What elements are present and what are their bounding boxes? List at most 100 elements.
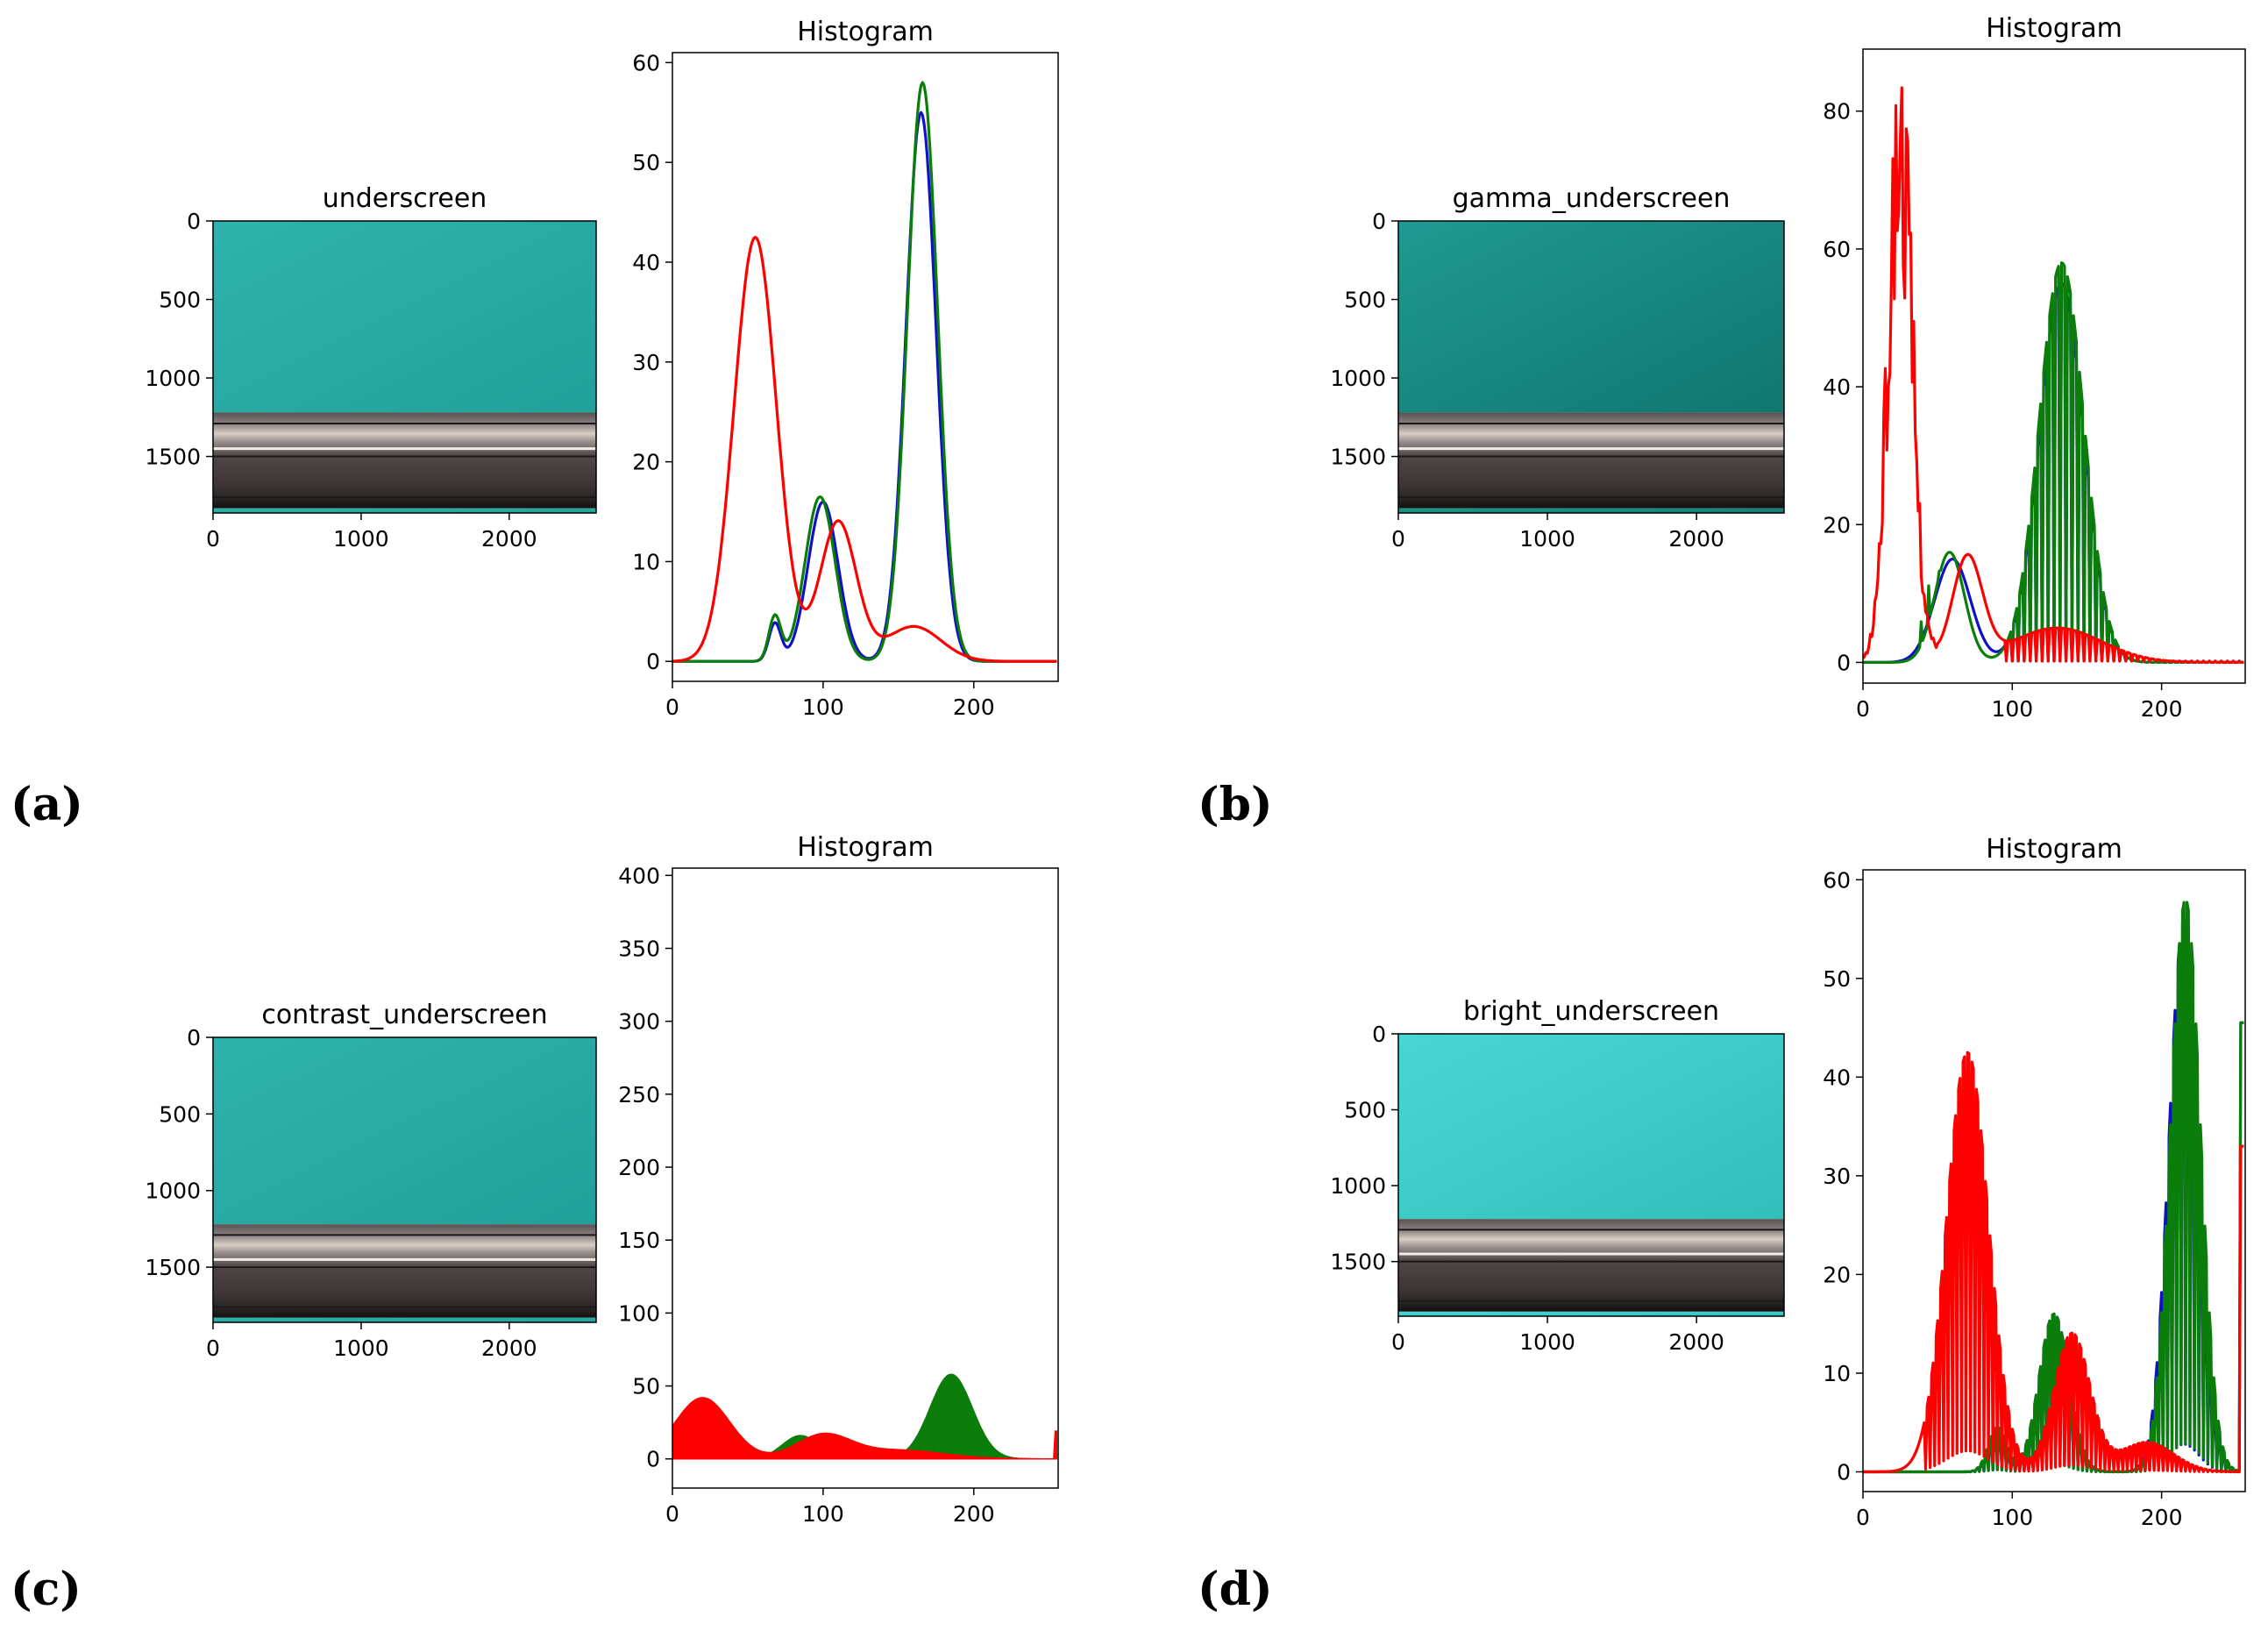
image-y-tick-label: 1000 bbox=[1330, 366, 1386, 391]
histogram-y-tick-label: 20 bbox=[1823, 512, 1851, 538]
histogram-y-tick-label: 250 bbox=[618, 1082, 660, 1108]
image-y-tick-label: 500 bbox=[159, 1101, 201, 1127]
histogram-y-tick-label: 20 bbox=[1823, 1262, 1851, 1287]
image-subplot-3: contrast_underscreen 0 1000 2000 0 500 1000 150… bbox=[145, 1000, 597, 1361]
image-axes-frame bbox=[212, 220, 597, 514]
histogram-y-tick-label: 40 bbox=[632, 250, 660, 275]
histogram-y-tick-label: 60 bbox=[632, 50, 660, 75]
histogram-plot-area bbox=[672, 1373, 1058, 1460]
image-x-tick-label: 2000 bbox=[481, 526, 537, 552]
histogram-axes-frame bbox=[672, 867, 1059, 1489]
image-y-tick-label: 1000 bbox=[145, 1179, 201, 1204]
histogram-plot-area bbox=[1863, 901, 2244, 1474]
histogram-axes-frame bbox=[1862, 869, 2246, 1492]
histogram-y-tick-label: 0 bbox=[646, 1447, 660, 1472]
histogram-y-tick-label: 20 bbox=[632, 450, 660, 475]
photo-cyan-region bbox=[1398, 1034, 1784, 1220]
photo-metal-strip bbox=[213, 412, 596, 509]
image-y-tick-label: 1500 bbox=[145, 1255, 201, 1280]
histogram-y-tick-label: 30 bbox=[632, 350, 660, 375]
image-title: bright_underscreen bbox=[1463, 996, 1719, 1027]
histogram-line-red bbox=[1863, 86, 2244, 664]
image-y-tick-label: 0 bbox=[187, 209, 201, 234]
histogram-chart-4: Histogram 0 100 200 0 10 20 30 40 50 60 bbox=[1823, 834, 2246, 1530]
histogram-y-tick-label: 300 bbox=[618, 1009, 660, 1035]
histogram-area-red bbox=[672, 1397, 1058, 1460]
histogram-y-tick-label: 40 bbox=[1823, 374, 1851, 400]
histogram-line-red bbox=[1863, 1051, 2244, 1474]
image-y-tick-label: 0 bbox=[1372, 1022, 1386, 1047]
image-title: underscreen bbox=[323, 183, 487, 214]
photo-cyan-region bbox=[1398, 221, 1784, 413]
photo-bottom-band bbox=[213, 508, 596, 513]
image-axes-frame bbox=[1397, 1033, 1785, 1317]
histogram-x-tick-label: 0 bbox=[665, 1501, 679, 1527]
image-x-tick-label: 0 bbox=[1391, 526, 1405, 552]
histogram-y-tick-label: 60 bbox=[1823, 867, 1851, 893]
histogram-y-tick-label: 50 bbox=[1823, 966, 1851, 992]
histogram-y-tick-label: 50 bbox=[632, 150, 660, 175]
histogram-chart-1: Histogram 0 100 200 0 10 20 30 40 50 60 bbox=[632, 17, 1059, 720]
image-y-tick-label: 500 bbox=[1344, 1098, 1386, 1123]
image-subplot-2: gamma_underscreen 0 1000 2000 0 500 1000 1500 bbox=[1330, 183, 1785, 552]
photo-metal-strip bbox=[1398, 1219, 1784, 1312]
image-x-tick-label: 2000 bbox=[1668, 1329, 1724, 1355]
histogram-x-tick-label: 0 bbox=[1856, 1505, 1870, 1530]
image-y-tick-label: 1500 bbox=[145, 445, 201, 470]
histogram-y-tick-label: 0 bbox=[1837, 650, 1851, 675]
histogram-plot-area bbox=[672, 81, 1057, 663]
histogram-line-green bbox=[672, 81, 1057, 663]
histogram-y-tick-label: 80 bbox=[1823, 99, 1851, 125]
image-y-tick-label: 1000 bbox=[145, 366, 201, 391]
image-title: contrast_underscreen bbox=[261, 1000, 547, 1030]
histogram-y-tick-label: 0 bbox=[646, 649, 660, 674]
histogram-x-tick-label: 100 bbox=[1991, 696, 2033, 722]
histogram-x-tick-label: 200 bbox=[2141, 1505, 2183, 1530]
photo-cyan-region bbox=[213, 221, 596, 413]
histogram-x-tick-label: 200 bbox=[953, 1501, 995, 1527]
panel-label: (d) bbox=[1198, 1563, 1273, 1616]
image-subplot-4: bright_underscreen 0 1000 2000 0 500 1000 1500 bbox=[1330, 996, 1785, 1355]
histogram-y-tick-label: 50 bbox=[632, 1374, 660, 1400]
histogram-y-tick-label: 40 bbox=[1823, 1065, 1851, 1090]
histogram-y-tick-label: 100 bbox=[618, 1300, 660, 1326]
histogram-x-tick-label: 100 bbox=[802, 1501, 844, 1527]
image-axes-frame bbox=[212, 1036, 597, 1323]
photo-bottom-band bbox=[1398, 508, 1784, 513]
histogram-line-red bbox=[672, 235, 1057, 663]
histogram-y-tick-label: 0 bbox=[1837, 1459, 1851, 1485]
histogram-y-tick-label: 350 bbox=[618, 936, 660, 961]
image-x-tick-label: 0 bbox=[206, 526, 220, 552]
image-x-tick-label: 1000 bbox=[333, 1335, 389, 1361]
histogram-line-green bbox=[1863, 261, 2244, 664]
histogram-line-green bbox=[1863, 901, 2244, 1474]
histogram-plot-area bbox=[1863, 86, 2244, 664]
image-x-tick-label: 2000 bbox=[481, 1335, 537, 1361]
image-x-tick-label: 1000 bbox=[1519, 526, 1575, 552]
histogram-y-tick-label: 30 bbox=[1823, 1164, 1851, 1189]
image-y-tick-label: 0 bbox=[1372, 209, 1386, 234]
histogram-x-tick-label: 200 bbox=[2141, 696, 2183, 722]
histogram-x-tick-label: 100 bbox=[1991, 1505, 2033, 1530]
photo-metal-strip bbox=[213, 1224, 596, 1318]
histogram-x-tick-label: 0 bbox=[1856, 696, 1870, 722]
histogram-axes-frame bbox=[1862, 48, 2246, 684]
image-subplot-1: underscreen 0 1000 2000 0 500 1000 1500 bbox=[145, 183, 597, 552]
histogram-x-tick-label: 200 bbox=[953, 694, 995, 720]
histogram-y-tick-label: 10 bbox=[1823, 1361, 1851, 1386]
image-x-tick-label: 1000 bbox=[333, 526, 389, 552]
photo-bottom-band bbox=[213, 1317, 596, 1322]
histogram-y-tick-label: 60 bbox=[1823, 237, 1851, 262]
image-x-tick-label: 2000 bbox=[1668, 526, 1724, 552]
image-axes-frame bbox=[1397, 220, 1785, 514]
image-x-tick-label: 0 bbox=[1391, 1329, 1405, 1355]
histogram-line-blue bbox=[672, 110, 1057, 663]
histogram-y-tick-label: 150 bbox=[618, 1228, 660, 1253]
photo-bottom-band bbox=[1398, 1311, 1784, 1316]
histogram-chart-2: Histogram 0 100 200 0 20 40 60 80 bbox=[1823, 13, 2246, 722]
image-x-tick-label: 1000 bbox=[1519, 1329, 1575, 1355]
photo-metal-strip bbox=[1398, 412, 1784, 509]
histogram-axes-frame bbox=[672, 52, 1059, 682]
photo-cyan-region bbox=[213, 1037, 596, 1225]
